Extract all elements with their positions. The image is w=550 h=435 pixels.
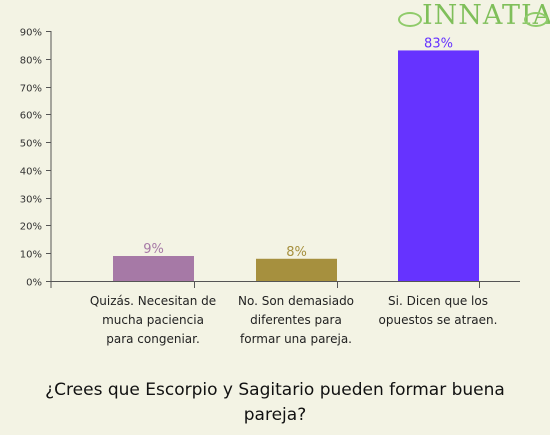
y-tick-label: 30%	[20, 195, 42, 206]
y-tick-label: 40%	[20, 167, 42, 178]
y-tick-label: 90%	[20, 28, 42, 39]
innatia-logo: INNATIA	[396, 0, 550, 38]
bar	[256, 258, 337, 281]
leaf-left-icon	[398, 12, 422, 27]
value-label: 9%	[143, 242, 164, 257]
y-tick-label: 70%	[20, 84, 42, 95]
category-label-2: Si. Dicen que los opuestos se atraen.	[378, 294, 498, 327]
bar	[398, 50, 479, 281]
y-tick-label: 20%	[20, 222, 42, 233]
y-tick-label: 80%	[20, 56, 42, 67]
value-label: 8%	[286, 245, 307, 260]
y-tick-label: 0%	[26, 278, 42, 289]
bar	[113, 256, 194, 281]
category-label-0: Quizás. Necesitan de mucha paciencia par…	[89, 294, 217, 346]
value-label: 83%	[424, 36, 453, 51]
value-labels: 9% 8% 83%	[143, 36, 453, 259]
category-label-1: No. Son demasiado diferentes para formar…	[237, 294, 355, 346]
poll-question: ¿Crees que Escorpio y Sagitario pueden f…	[45, 380, 505, 425]
y-tick-label: 50%	[20, 139, 42, 150]
y-tick-label: 60%	[20, 111, 42, 122]
y-axis: 0% 10% 20% 30% 40% 50% 60% 70% 80% 90%	[20, 28, 520, 289]
bar-chart: 0% 10% 20% 30% 40% 50% 60% 70% 80% 90% 9% 8% 83%	[20, 28, 520, 289]
y-tick-label: 10%	[20, 250, 42, 261]
bars	[113, 50, 479, 281]
leaf-right-icon	[524, 12, 548, 27]
